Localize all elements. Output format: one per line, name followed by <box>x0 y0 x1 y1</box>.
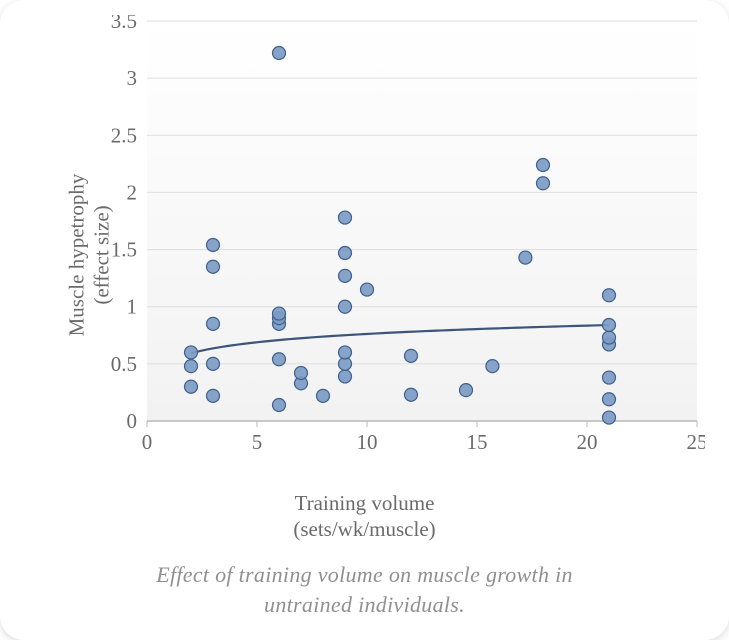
caption-line-1: Effect of training volume on muscle grow… <box>156 562 573 587</box>
svg-text:1: 1 <box>127 295 138 319</box>
chart-caption: Effect of training volume on muscle grow… <box>0 560 729 619</box>
y-axis-label-line1: Muscle hypetrophy <box>64 174 89 337</box>
svg-text:15: 15 <box>467 430 488 454</box>
chart-card: Muscle hypetrophy (effect size) 00.511.5… <box>0 0 729 640</box>
x-axis-label: Training volume (sets/wk/muscle) <box>0 490 729 543</box>
x-axis-label-line1: Training volume <box>0 490 729 516</box>
svg-text:2: 2 <box>127 180 138 204</box>
svg-text:0: 0 <box>127 409 138 433</box>
chart-wrap: Muscle hypetrophy (effect size) 00.511.5… <box>0 0 729 530</box>
svg-text:25: 25 <box>687 430 706 454</box>
svg-text:3: 3 <box>127 66 138 90</box>
svg-text:20: 20 <box>577 430 598 454</box>
svg-text:10: 10 <box>357 430 378 454</box>
caption-line-2: untrained individuals. <box>264 592 465 617</box>
scatter-plot: 0 0.5 1 1.5 2 2.5 3 3.5 0 5 10 15 20 25 <box>105 15 705 455</box>
svg-text:2.5: 2.5 <box>111 123 137 147</box>
svg-text:0: 0 <box>142 430 153 454</box>
svg-text:5: 5 <box>252 430 263 454</box>
x-axis-label-line2: (sets/wk/muscle) <box>0 516 729 542</box>
svg-text:3.5: 3.5 <box>111 15 137 33</box>
svg-text:0.5: 0.5 <box>111 352 137 376</box>
svg-text:1.5: 1.5 <box>111 238 137 262</box>
